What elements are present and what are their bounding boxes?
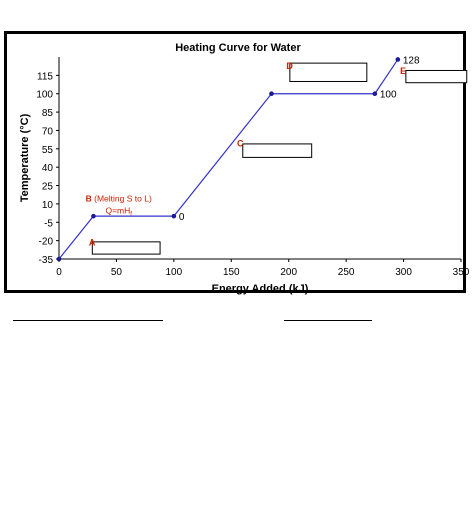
annotation-b-label: B (Melting S to L) [86, 193, 152, 203]
annotation-letter-c: C [237, 138, 244, 148]
x-tick-label: 300 [395, 267, 412, 278]
x-tick-label: 50 [111, 267, 123, 278]
x-tick-label: 100 [166, 267, 183, 278]
data-point [91, 213, 96, 219]
point-label: 128 [403, 55, 420, 66]
answer-box-c [242, 143, 313, 158]
annotation-b-formula: Q=mHf [105, 205, 132, 217]
y-tick-label: 115 [37, 71, 53, 82]
y-tick-label: 25 [42, 182, 54, 193]
y-tick-label: 70 [42, 126, 54, 137]
answer-box-e [405, 69, 468, 84]
answer-box-d [289, 62, 368, 82]
y-tick-label: 10 [42, 200, 54, 211]
answer-blank-line-left [13, 320, 163, 321]
y-tick-label: 40 [42, 163, 54, 174]
annotation-letter-e: E [400, 66, 406, 76]
y-tick-label: -35 [39, 255, 54, 266]
data-point [372, 91, 378, 97]
series-line [58, 59, 399, 260]
x-axis-label: Energy Added (kJ) [212, 283, 309, 295]
answer-blank-line-right [284, 320, 372, 321]
x-tick-label: 350 [453, 267, 470, 278]
y-tick-label: -20 [39, 237, 54, 248]
x-tick-label: 250 [338, 267, 355, 278]
chart-title: Heating Curve for Water [175, 42, 301, 54]
data-point [171, 213, 177, 219]
y-tick-label: 100 [36, 90, 53, 101]
annotation-letter-a: A [89, 238, 96, 248]
data-point [395, 57, 401, 62]
y-tick-label: 85 [42, 108, 54, 119]
chart-frame [4, 31, 466, 293]
data-point [56, 256, 62, 262]
y-tick-label: -5 [44, 218, 53, 229]
y-tick-label: 55 [42, 145, 54, 156]
data-point [269, 91, 274, 97]
y-axis-label: Temperature (°C) [19, 113, 31, 202]
x-tick-label: 0 [56, 267, 62, 278]
x-tick-label: 150 [223, 267, 240, 278]
point-label: 100 [380, 90, 397, 101]
answer-box-a [91, 241, 161, 255]
annotation-letter-d: D [286, 61, 293, 71]
point-label: 0 [179, 212, 185, 223]
x-tick-label: 200 [280, 267, 297, 278]
